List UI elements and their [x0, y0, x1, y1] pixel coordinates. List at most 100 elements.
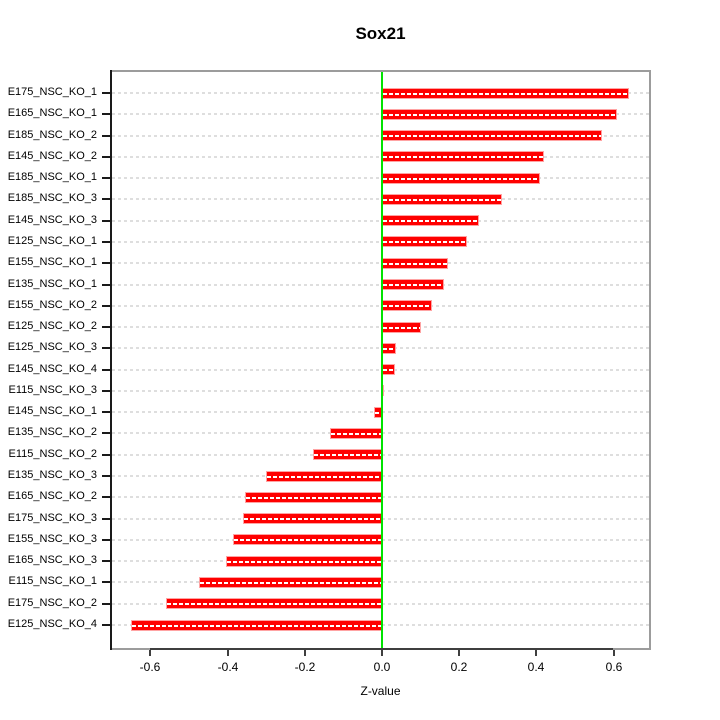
bar-dash-pattern [383, 219, 478, 222]
bar-E155_NSC_KO_2 [382, 300, 432, 311]
y-tick-label-E125_NSC_KO_3: E125_NSC_KO_3 [7, 341, 97, 353]
bar-dash-pattern [383, 113, 616, 116]
bar-E165_NSC_KO_2 [245, 492, 382, 503]
bar-E185_NSC_KO_3 [382, 194, 502, 205]
y-axis-tick [102, 92, 110, 94]
gridline [112, 156, 649, 158]
gridline [112, 92, 649, 94]
bar-E125_NSC_KO_1 [382, 236, 467, 247]
gridline [112, 369, 649, 371]
bar-dash-pattern [383, 240, 466, 243]
bar-E155_NSC_KO_3 [233, 534, 382, 545]
bar-dash-pattern [383, 326, 420, 329]
bar-E175_NSC_KO_1 [382, 88, 629, 99]
x-tick-label: 0.4 [527, 660, 545, 674]
y-axis-line [110, 70, 112, 650]
x-tick-label: -0.6 [139, 660, 161, 674]
gridline [112, 177, 649, 179]
y-tick-label-E115_NSC_KO_2: E115_NSC_KO_2 [8, 448, 97, 460]
gridline [112, 326, 649, 328]
bar-E135_NSC_KO_3 [266, 471, 382, 482]
y-tick-label-E115_NSC_KO_1: E115_NSC_KO_1 [8, 575, 97, 587]
gridline [112, 305, 649, 307]
y-tick-label-E165_NSC_KO_1: E165_NSC_KO_1 [7, 107, 97, 119]
bar-E145_NSC_KO_3 [382, 215, 479, 226]
gridline [112, 390, 649, 392]
x-axis-tick [613, 650, 615, 656]
y-axis-tick [102, 284, 110, 286]
bar-dash-pattern [167, 602, 381, 605]
x-tick-label: 0.2 [450, 660, 468, 674]
y-axis-tick [102, 496, 110, 498]
bar-E145_NSC_KO_4 [382, 364, 395, 375]
y-tick-label-E155_NSC_KO_3: E155_NSC_KO_3 [7, 533, 97, 545]
y-axis-tick [102, 241, 110, 243]
gridline [112, 198, 649, 200]
gridline [112, 347, 649, 349]
y-tick-label-E185_NSC_KO_3: E185_NSC_KO_3 [7, 192, 97, 204]
y-tick-label-E135_NSC_KO_1: E135_NSC_KO_1 [7, 278, 97, 290]
y-tick-label-E135_NSC_KO_3: E135_NSC_KO_3 [7, 469, 97, 481]
bar-dash-pattern [383, 177, 539, 180]
y-axis-tick [102, 262, 110, 264]
gridline [112, 135, 649, 137]
bar-E145_NSC_KO_2 [382, 151, 544, 162]
bar-dash-pattern [375, 411, 381, 414]
y-axis-tick [102, 198, 110, 200]
y-tick-label-E145_NSC_KO_1: E145_NSC_KO_1 [7, 405, 97, 417]
y-axis-tick [102, 539, 110, 541]
y-axis-tick [102, 156, 110, 158]
x-tick-label: 0.6 [605, 660, 623, 674]
y-axis-tick [102, 432, 110, 434]
bar-E125_NSC_KO_4 [131, 620, 382, 631]
bar-E135_NSC_KO_1 [382, 279, 444, 290]
y-axis-tick [102, 390, 110, 392]
bar-E125_NSC_KO_3 [382, 343, 396, 354]
x-axis-tick [535, 650, 537, 656]
y-tick-label-E155_NSC_KO_1: E155_NSC_KO_1 [7, 256, 97, 268]
x-axis-tick [304, 650, 306, 656]
bar-dash-pattern [200, 581, 381, 584]
y-tick-label-E185_NSC_KO_2: E185_NSC_KO_2 [7, 129, 97, 141]
y-axis-tick [102, 454, 110, 456]
y-axis-tick [102, 305, 110, 307]
y-axis-tick [102, 177, 110, 179]
bar-dash-pattern [132, 624, 381, 627]
bar-E175_NSC_KO_2 [166, 598, 382, 609]
bar-dash-pattern [314, 453, 381, 456]
y-tick-label-E165_NSC_KO_3: E165_NSC_KO_3 [7, 554, 97, 566]
bar-dash-pattern [383, 304, 431, 307]
bar-dash-pattern [383, 283, 443, 286]
y-axis-tick [102, 326, 110, 328]
y-tick-label-E125_NSC_KO_4: E125_NSC_KO_4 [7, 618, 97, 630]
x-axis-tick [381, 650, 383, 656]
bar-E165_NSC_KO_1 [382, 109, 617, 120]
zero-reference-line [381, 72, 383, 648]
bar-E125_NSC_KO_2 [382, 322, 421, 333]
x-axis-title: Z-value [360, 684, 401, 698]
bar-dash-pattern [331, 432, 381, 435]
bar-dash-pattern [244, 517, 381, 520]
y-axis-tick [102, 220, 110, 222]
y-axis-tick [102, 475, 110, 477]
bar-dash-pattern [383, 134, 601, 137]
bar-E155_NSC_KO_1 [382, 258, 448, 269]
bar-dash-pattern [383, 368, 394, 371]
bar-dash-pattern [383, 262, 447, 265]
bar-E135_NSC_KO_2 [330, 428, 382, 439]
bar-E175_NSC_KO_3 [243, 513, 382, 524]
bar-dash-pattern [383, 347, 395, 350]
y-tick-label-E135_NSC_KO_2: E135_NSC_KO_2 [7, 426, 97, 438]
x-tick-label: -0.4 [217, 660, 239, 674]
y-axis-tick [102, 135, 110, 137]
y-axis-tick [102, 411, 110, 413]
y-tick-label-E145_NSC_KO_3: E145_NSC_KO_3 [7, 214, 97, 226]
gridline [112, 262, 649, 264]
y-tick-label-E145_NSC_KO_4: E145_NSC_KO_4 [7, 363, 97, 375]
y-tick-label-E155_NSC_KO_2: E155_NSC_KO_2 [7, 299, 97, 311]
x-axis-tick [149, 650, 151, 656]
y-tick-label-E115_NSC_KO_3: E115_NSC_KO_3 [8, 384, 97, 396]
bar-dash-pattern [383, 92, 628, 95]
y-axis-tick [102, 369, 110, 371]
